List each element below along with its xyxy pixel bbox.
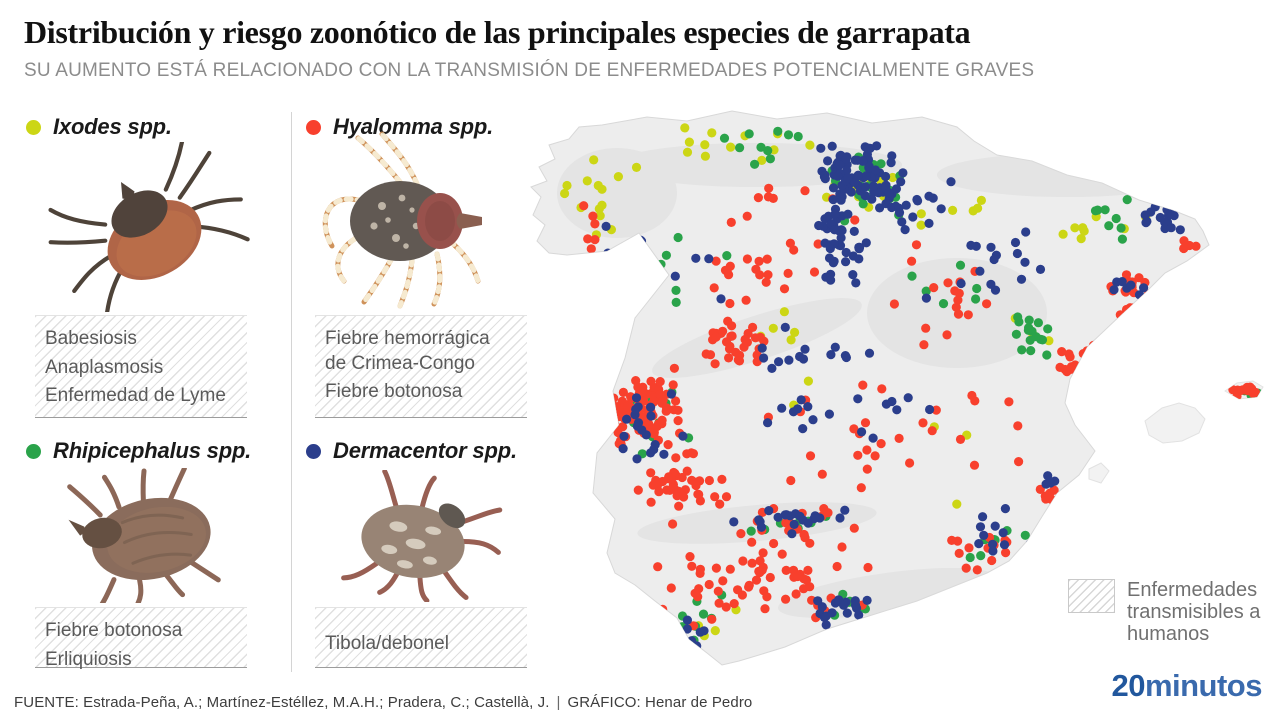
brand-logo-minutos: minutos [1144, 668, 1263, 703]
disease-item: Anaplasmosis [45, 356, 164, 378]
brand-logo: 20minutos [1111, 668, 1262, 704]
hyalomma-color-dot [306, 119, 321, 135]
disease-item: Fiebre botonosa [325, 381, 463, 403]
disease-item: Babesiosis [45, 328, 137, 349]
legend-entry-ixodes: Ixodes spp. [26, 114, 172, 140]
ixodes-tick-image [42, 133, 252, 321]
graphic-credit: GRÁFICO: Henar de Pedro [567, 694, 753, 711]
page-subtitle: SU AUMENTO ESTÁ RELACIONADO CON LA TRANS… [24, 60, 1035, 81]
rhipicephalus-color-dot [26, 443, 41, 459]
footer-separator: | [556, 694, 561, 711]
rhipicephalus-tick-image [36, 465, 256, 615]
map-legend-label: Enfermedades transmisibles a humanos [1127, 579, 1261, 645]
page-title: Distribución y riesgo zoonótico de las p… [24, 14, 971, 50]
dots-hyalomma-spp- [579, 183, 1261, 631]
legend-entry-hyalomma: Hyalomma spp. [306, 114, 493, 140]
spain-distribution-map [530, 110, 1264, 666]
dermacentor-tick-image [322, 468, 512, 607]
dots-dermacentor-spp- [601, 141, 1185, 652]
legend-entry-dermacentor: Dermacentor spp. [306, 438, 517, 464]
hyalomma-label: Hyalomma spp. [333, 114, 494, 139]
source-text: FUENTE: Estrada-Peña, A.; Martínez-Estél… [14, 694, 550, 711]
ixodes-color-dot [26, 119, 41, 135]
dermacentor-label: Dermacentor spp. [333, 438, 517, 463]
disease-item: Fiebre botonosa [45, 620, 183, 641]
disease-item: Enfermedad de Lyme [45, 385, 226, 407]
map-legend: Enfermedades transmisibles a humanos [1068, 579, 1269, 645]
rhipicephalus-diseases-box: Fiebre botonosa Erliquiosis [35, 607, 247, 670]
disease-item: Fiebre hemorrágica de Crimea-Congo [325, 328, 490, 374]
dermacentor-diseases-box: Tibola/debonel [315, 607, 527, 668]
footer-credits: FUENTE: Estrada-Peña, A.; Martínez-Estél… [14, 694, 752, 711]
disease-item: Erliquiosis [45, 648, 132, 670]
hyalomma-tick-image [312, 126, 512, 316]
ixodes-diseases-box: Babesiosis Anaplasmosis Enfermedad de Ly… [35, 315, 247, 418]
legend-column-divider [291, 112, 292, 672]
dermacentor-color-dot [306, 443, 321, 459]
species-distribution-dots [560, 123, 1263, 652]
brand-logo-20: 20 [1111, 668, 1145, 703]
legend-entry-rhipicephalus: Rhipicephalus spp. [26, 438, 251, 464]
rhipicephalus-label: Rhipicephalus spp. [53, 438, 252, 463]
disease-item: Tibola/debonel [325, 633, 449, 655]
hatch-swatch [1068, 579, 1115, 613]
ixodes-label: Ixodes spp. [53, 114, 172, 139]
hyalomma-diseases-box: Fiebre hemorrágica de Crimea-Congo Fiebr… [315, 315, 527, 418]
